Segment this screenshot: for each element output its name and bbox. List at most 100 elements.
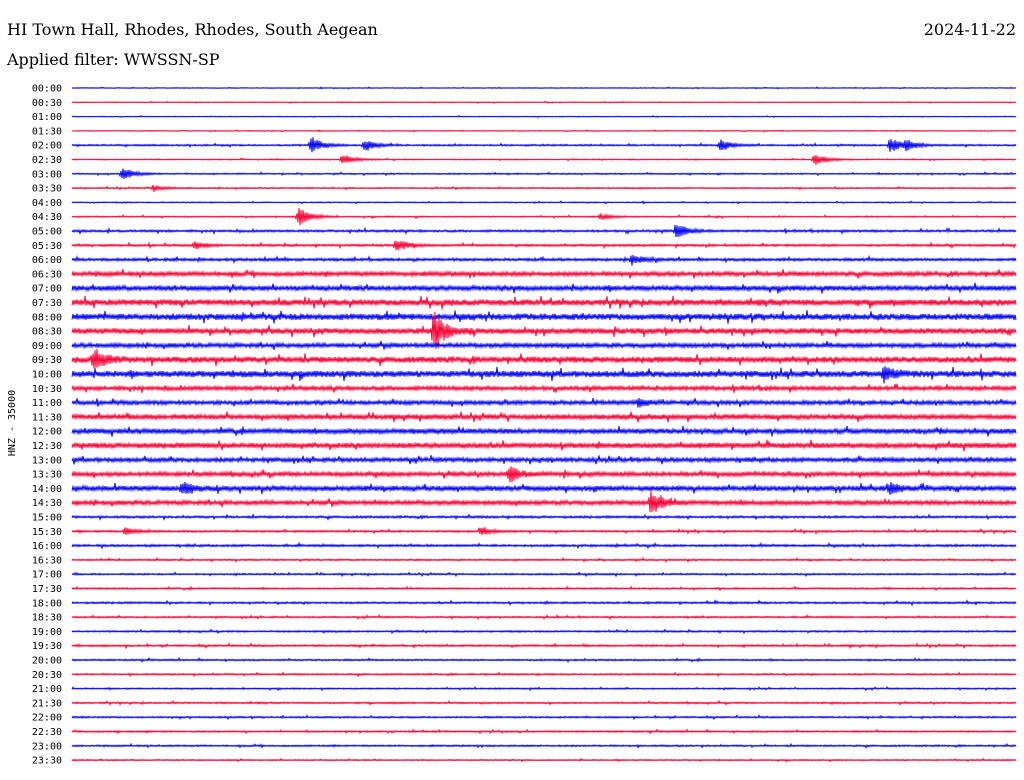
trace-time-label: 21:30 (32, 698, 62, 709)
seismic-trace (71, 490, 1017, 513)
seismic-trace (71, 86, 1017, 90)
seismic-trace (71, 439, 1017, 452)
seismic-trace (71, 466, 1017, 483)
trace-time-label: 03:00 (32, 169, 62, 180)
seismic-trace (71, 129, 1017, 133)
trace-time-label: 03:30 (32, 184, 62, 195)
trace-time-label: 16:00 (32, 541, 62, 552)
trace-time-label: 15:00 (32, 513, 62, 524)
seismic-trace (71, 585, 1017, 592)
trace-time-label: 09:00 (32, 341, 62, 352)
trace-time-label: 13:00 (32, 455, 62, 466)
seismic-trace (71, 742, 1017, 749)
seismic-trace (71, 599, 1017, 607)
trace-time-label: 04:00 (32, 198, 62, 209)
seismic-trace (71, 513, 1017, 521)
trace-time-label: 11:00 (32, 398, 62, 409)
trace-time-label: 08:30 (32, 327, 62, 338)
trace-time-label: 18:00 (32, 598, 62, 609)
trace-time-label: 10:00 (32, 370, 62, 381)
trace-time-label: 12:30 (32, 441, 62, 452)
seismic-trace (71, 114, 1017, 119)
y-axis-label-group: HNZ - 35000 (7, 390, 18, 456)
trace-time-label: 10:30 (32, 384, 62, 395)
trace-time-label: 23:00 (32, 741, 62, 752)
trace-time-label: 00:30 (32, 98, 62, 109)
seismic-trace (71, 137, 1017, 153)
trace-time-label: 19:30 (32, 641, 62, 652)
trace-time-label: 14:00 (32, 484, 62, 495)
seismic-trace (71, 455, 1017, 465)
seismic-trace (71, 656, 1017, 664)
seismic-trace (71, 714, 1017, 721)
seismic-trace (71, 348, 1017, 369)
seismic-trace (71, 728, 1017, 735)
seismic-trace (71, 254, 1017, 266)
seismic-trace (71, 282, 1017, 294)
trace-time-label: 05:30 (32, 241, 62, 252)
trace-time-label: 20:00 (32, 656, 62, 667)
trace-time-label: 02:30 (32, 155, 62, 166)
seismic-trace (71, 366, 1017, 384)
seismic-trace (71, 541, 1017, 550)
trace-time-label: 18:30 (32, 613, 62, 624)
trace-time-label: 21:00 (32, 684, 62, 695)
tick-label-group: 00:00 00:30 01:00 01:30 02:00 02:30 03:00 03:30… (32, 84, 62, 767)
trace-time-label: 15:30 (32, 527, 62, 538)
seismic-trace (71, 397, 1017, 408)
seismic-trace (71, 571, 1017, 578)
seismic-trace (71, 225, 1017, 238)
station-title: HI Town Hall, Rhodes, Rhodes, South Aege… (7, 20, 378, 39)
seismic-trace (71, 207, 1017, 226)
seismic-trace (71, 168, 1017, 180)
seismic-trace (71, 100, 1017, 104)
trace-time-label: 09:30 (32, 355, 62, 366)
seismic-trace (71, 481, 1017, 495)
seismic-trace (71, 642, 1017, 650)
seismic-trace (71, 628, 1017, 635)
seismic-trace (71, 685, 1017, 692)
trace-time-label: 12:00 (32, 427, 62, 438)
trace-time-label: 05:00 (32, 227, 62, 238)
seismic-trace (71, 268, 1017, 279)
seismic-trace (71, 411, 1017, 423)
trace-time-label: 16:30 (32, 555, 62, 566)
trace-time-label: 14:30 (32, 498, 62, 509)
seismic-trace (71, 527, 1017, 536)
trace-time-label: 02:00 (32, 141, 62, 152)
trace-time-label: 08:00 (32, 312, 62, 323)
y-axis-label: HNZ - 35000 (7, 390, 18, 456)
seismic-trace (71, 757, 1017, 763)
seismic-trace (71, 200, 1017, 205)
seismic-trace (71, 699, 1017, 706)
record-date: 2024-11-22 (923, 20, 1016, 39)
trace-time-label: 07:30 (32, 298, 62, 309)
seismic-trace (71, 383, 1017, 393)
trace-time-label: 00:00 (32, 84, 62, 95)
trace-time-label: 01:00 (32, 112, 62, 123)
trace-time-label: 07:00 (32, 284, 62, 295)
trace-time-label: 17:00 (32, 570, 62, 581)
trace-time-label: 11:30 (32, 412, 62, 423)
seismic-trace (71, 240, 1017, 251)
trace-time-label: 17:30 (32, 584, 62, 595)
trace-time-label: 19:00 (32, 627, 62, 638)
trace-time-label: 22:30 (32, 727, 62, 738)
trace-time-label: 13:30 (32, 470, 62, 481)
seismic-trace (71, 425, 1017, 437)
seismic-trace (71, 340, 1017, 350)
trace-time-label: 23:30 (32, 756, 62, 767)
trace-group (71, 86, 1017, 763)
seismic-trace (71, 184, 1017, 192)
seismic-trace (71, 614, 1017, 621)
seismic-trace (71, 295, 1017, 310)
seismic-trace (71, 311, 1017, 349)
seismic-trace (71, 671, 1017, 678)
trace-time-label: 04:30 (32, 212, 62, 223)
trace-time-label: 20:30 (32, 670, 62, 681)
trace-time-label: 06:30 (32, 269, 62, 280)
seismic-trace (71, 556, 1017, 563)
seismic-trace (71, 155, 1017, 165)
trace-time-label: 01:30 (32, 126, 62, 137)
